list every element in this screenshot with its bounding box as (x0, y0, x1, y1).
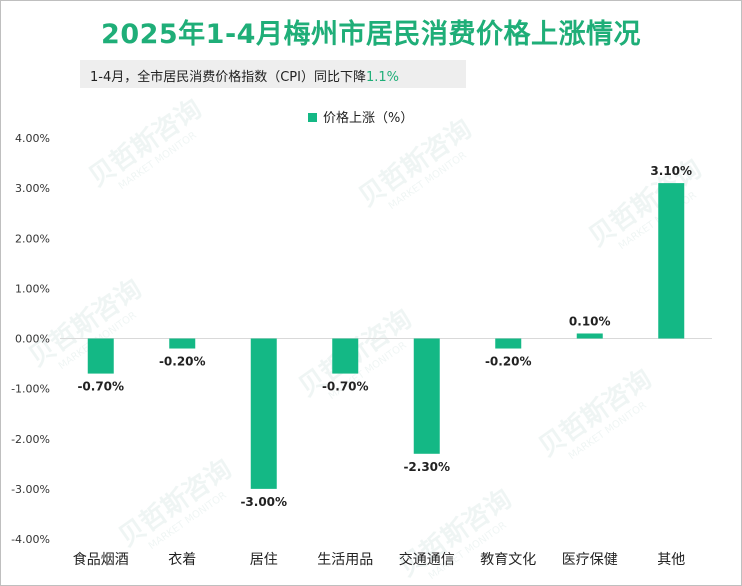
y-tick-label: 2.00% (15, 232, 50, 245)
data-label: -0.20% (485, 355, 532, 369)
subtitle-value: 1.1% (365, 70, 400, 85)
x-tick-label: 教育文化 (480, 552, 536, 568)
data-label: 0.10% (569, 314, 611, 328)
data-label: 3.10% (650, 164, 692, 178)
y-tick-label: 0.00% (15, 333, 50, 346)
bar-layer (87, 183, 685, 489)
x-tick-label: 生活用品 (317, 552, 373, 568)
bar (250, 338, 277, 489)
y-tick-label: -3.00% (11, 483, 50, 496)
bar (87, 338, 114, 374)
data-label: -3.00% (240, 495, 287, 509)
y-tick-label: 4.00% (15, 132, 50, 145)
y-tick-label: 3.00% (15, 182, 50, 195)
data-label-layer: -0.70% -0.20% -3.00% -0.70% -2.30% -0.20% 0.10… (77, 164, 692, 509)
y-tick-label: 1.00% (15, 282, 50, 295)
data-label: -2.30% (403, 460, 450, 474)
subtitle-text: 1-4月，全市居民消费价格指数（CPI）同比下降 (90, 70, 366, 85)
bar (576, 333, 603, 339)
x-tick-label: 食品烟酒 (73, 551, 129, 568)
axis-layer: 4.00% 3.00% 2.00% 1.00% 0.00% -1.00% -2.00% -3.… (11, 132, 712, 568)
chart-subtitle: 1-4月，全市居民消费价格指数（CPI）同比下降1.1% (90, 66, 399, 85)
x-tick-label: 交通通信 (399, 551, 455, 568)
x-tick-label: 其他 (657, 552, 685, 568)
subtitle-box (80, 60, 466, 88)
data-label: -0.70% (322, 380, 369, 394)
bar (169, 338, 196, 349)
legend-label: 价格上涨（%） (323, 111, 414, 126)
x-tick-label: 衣着 (168, 552, 196, 568)
data-label: -0.70% (77, 380, 124, 394)
bar (658, 183, 685, 339)
y-tick-label: -1.00% (11, 383, 50, 396)
legend-swatch (308, 113, 317, 122)
bar (332, 338, 359, 374)
chart-title: 2025年1-4月梅州市居民消费价格上涨情况 (101, 19, 641, 50)
x-tick-label: 医疗保健 (562, 552, 618, 568)
legend: 价格上涨（%） (308, 107, 413, 126)
data-label: -0.20% (159, 355, 206, 369)
bar (495, 338, 522, 349)
y-tick-label: -2.00% (11, 433, 50, 446)
x-tick-label: 居住 (250, 552, 278, 568)
bar (413, 338, 440, 454)
y-tick-label: -4.00% (11, 533, 50, 546)
